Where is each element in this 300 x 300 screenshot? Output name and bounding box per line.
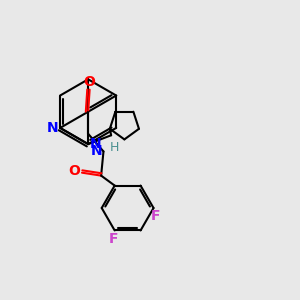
Text: N: N — [90, 137, 101, 151]
Text: F: F — [108, 232, 118, 246]
Text: N: N — [47, 121, 58, 135]
Text: H: H — [110, 141, 119, 154]
Text: N: N — [90, 144, 102, 158]
Text: F: F — [150, 209, 160, 223]
Text: O: O — [84, 75, 96, 89]
Text: O: O — [69, 164, 81, 178]
